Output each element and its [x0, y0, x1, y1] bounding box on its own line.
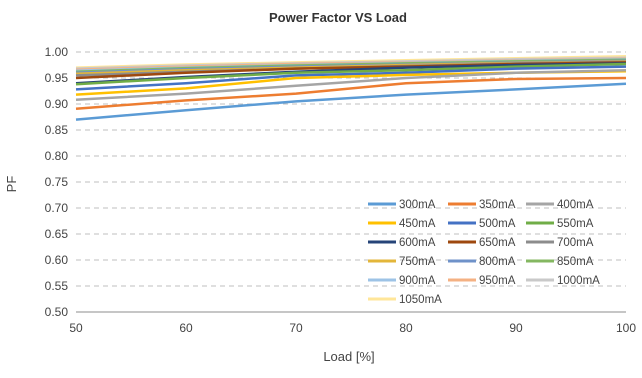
legend-entry: 500mA — [479, 218, 516, 230]
x-axis-label: Load [%] — [323, 349, 374, 364]
legend-entry: 800mA — [479, 256, 516, 268]
legend-entry: 1000mA — [557, 275, 600, 287]
legend-entry: 450mA — [399, 218, 436, 230]
x-tick-label: 80 — [399, 321, 413, 335]
legend-entry: 350mA — [479, 199, 516, 211]
x-tick-label: 60 — [179, 321, 193, 335]
legend-entry: 750mA — [399, 256, 436, 268]
y-tick-label: 0.70 — [45, 201, 69, 215]
y-tick-label: 0.80 — [45, 149, 69, 163]
legend-entry: 850mA — [557, 256, 594, 268]
y-tick-label: 0.60 — [45, 253, 69, 267]
chart-title: Power Factor VS Load — [269, 10, 407, 25]
y-tick-label: 0.75 — [45, 175, 69, 189]
y-tick-label: 0.85 — [45, 123, 69, 137]
series-line-300mA — [75, 82, 627, 121]
x-tick-label: 50 — [69, 321, 83, 335]
y-tick-label: 0.65 — [45, 227, 69, 241]
legend-entry: 650mA — [479, 237, 516, 249]
legend-entry: 1050mA — [399, 294, 442, 306]
series-line-400mA — [75, 68, 627, 102]
legend-entry: 600mA — [399, 237, 436, 249]
y-tick-label: 0.90 — [45, 97, 69, 111]
legend-entry: 900mA — [399, 275, 436, 287]
y-tick-label: 0.55 — [45, 279, 69, 293]
y-tick-label: 1.00 — [45, 45, 69, 59]
legend-entry: 550mA — [557, 218, 594, 230]
series-layer — [75, 54, 627, 121]
legend-entry: 300mA — [399, 199, 436, 211]
legend-entry: 400mA — [557, 199, 594, 211]
y-axis-label: PF — [4, 176, 19, 193]
y-tick-label: 0.50 — [45, 305, 69, 319]
y-tick-label: 0.95 — [45, 71, 69, 85]
series-line-350mA — [75, 76, 627, 110]
legend-entry: 700mA — [557, 237, 594, 249]
legend-entry: 950mA — [479, 275, 516, 287]
legend: 300mA 350mA 400mA 450mA 500mA 550mA 600mA 650mA… — [368, 199, 600, 306]
x-tick-label: 90 — [509, 321, 523, 335]
axis-layer: 0.50 0.55 0.60 0.65 0.70 0.75 0.80 0.85 0.90 0.95… — [45, 45, 637, 335]
series-line-500mA — [75, 65, 627, 91]
series-line-550mA — [75, 62, 627, 86]
x-tick-label: 100 — [616, 321, 636, 335]
x-tick-label: 70 — [289, 321, 303, 335]
